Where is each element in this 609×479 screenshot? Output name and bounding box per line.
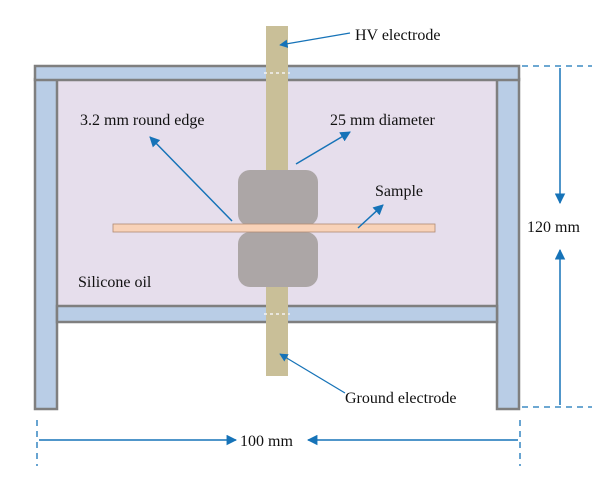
- left-leg: [33, 77, 59, 411]
- diameter-arrow: [295, 131, 351, 165]
- sample-arrow: [357, 204, 384, 229]
- ground-electrode-arrow: [279, 353, 346, 394]
- hv-electrode-label: HV electrode: [355, 27, 440, 44]
- sample-label: Sample: [375, 183, 423, 200]
- ground-electrode-label: Ground electrode: [345, 390, 457, 407]
- right-leg: [495, 77, 521, 411]
- sample-strip: [112, 223, 436, 233]
- hv-electrode-head: [238, 170, 318, 226]
- ground-electrode-head: [238, 232, 318, 287]
- width-dimension-label: 100 mm: [240, 433, 293, 450]
- height-dimension-label: 120 mm: [527, 219, 580, 236]
- round-edge-arrow: [149, 136, 233, 222]
- silicone-oil-label: Silicone oil: [78, 274, 152, 291]
- round-edge-label: 3.2 mm round edge: [80, 112, 204, 129]
- hv-electrode-arrow: [279, 32, 351, 48]
- diameter-label: 25 mm diameter: [330, 112, 436, 129]
